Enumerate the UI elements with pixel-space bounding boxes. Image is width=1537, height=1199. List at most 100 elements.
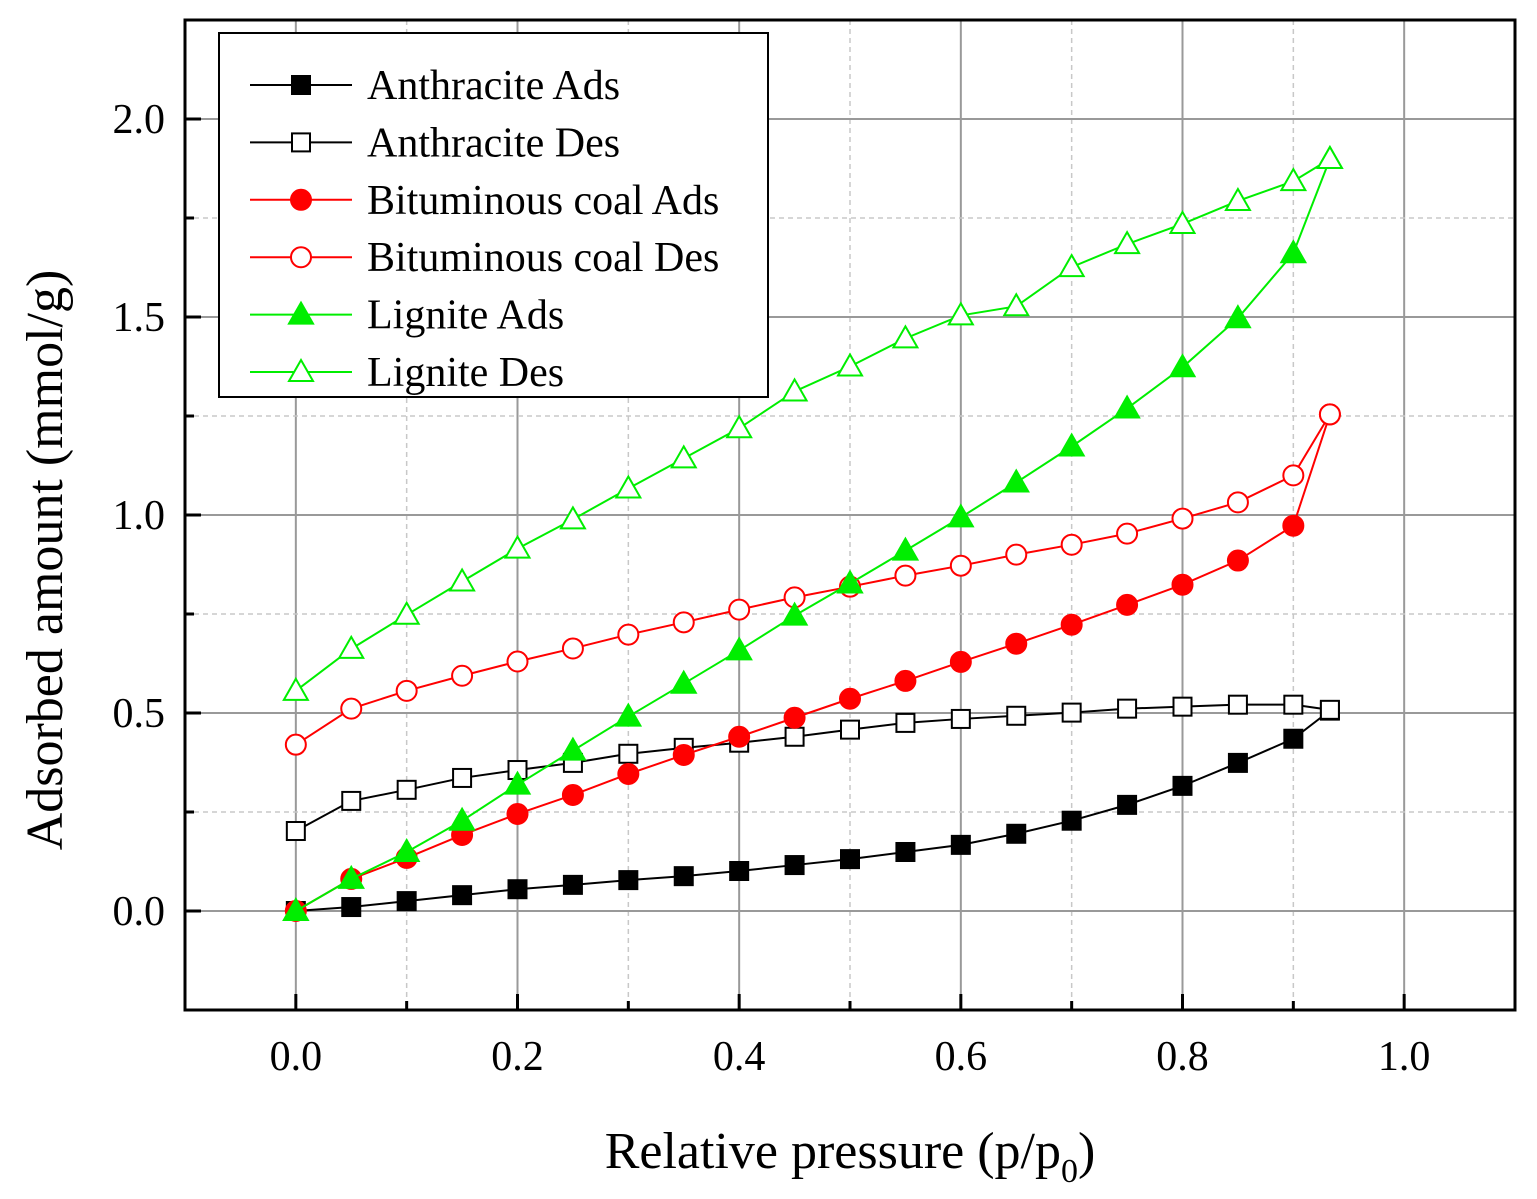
- data-point: [506, 650, 529, 673]
- data-point: [891, 324, 920, 349]
- data-point: [1116, 593, 1139, 616]
- data-point: [506, 802, 529, 825]
- data-point: [839, 687, 861, 710]
- data-point: [725, 636, 753, 661]
- axis-ticks: 0.0 0.2 0.4 0.6 0.8 1.0 0.0 0.5 1.0 1.5 2.0: [113, 97, 1431, 1080]
- data-point: [392, 837, 421, 862]
- data-point: [947, 503, 975, 528]
- data-point: [1117, 698, 1138, 719]
- legend-label: Anthracite Des: [367, 120, 620, 166]
- data-point: [1006, 823, 1027, 844]
- data-point: [780, 601, 809, 626]
- data-point: [1226, 491, 1249, 514]
- data-point: [614, 474, 643, 499]
- data-point: [1113, 394, 1141, 419]
- data-point: [1005, 632, 1028, 655]
- data-point: [780, 377, 809, 402]
- x-tick-label: 0.6: [935, 1034, 988, 1080]
- data-point: [337, 634, 365, 659]
- legend: Anthracite Ads Anthracite Des Bituminous c…: [218, 32, 769, 398]
- data-point: [452, 885, 473, 906]
- legend-marker: [290, 188, 312, 211]
- data-point: [396, 779, 417, 800]
- data-point: [282, 676, 310, 701]
- legend-marker: [291, 132, 311, 153]
- data-point: [1172, 696, 1193, 717]
- series-line: [295, 709, 1331, 912]
- data-point: [1057, 253, 1086, 278]
- data-point: [1060, 613, 1083, 636]
- data-point: [341, 897, 362, 918]
- legend-label: Lignite Des: [367, 350, 564, 396]
- data-point: [891, 536, 920, 561]
- data-point: [617, 623, 640, 646]
- data-point: [1171, 507, 1194, 530]
- data-point: [559, 505, 587, 530]
- data-point: [340, 697, 363, 720]
- series-lignite-des: [282, 144, 1344, 701]
- legend-label: Lignite Ads: [367, 293, 564, 339]
- data-point: [840, 849, 860, 870]
- data-point: [1319, 699, 1340, 720]
- data-point: [783, 706, 806, 729]
- data-point: [784, 726, 805, 747]
- legend-marker: [291, 75, 311, 95]
- data-point: [284, 733, 307, 756]
- x-tick-label: 0.4: [713, 1034, 766, 1080]
- data-point: [614, 702, 643, 727]
- data-point: [949, 650, 972, 673]
- series-anthracite-des: [285, 694, 1340, 842]
- data-point: [561, 783, 584, 806]
- y-axis-label: Adsorbed amount (mmol/g): [17, 270, 74, 851]
- data-point: [1061, 702, 1082, 723]
- data-point: [894, 669, 917, 692]
- data-point: [1283, 728, 1304, 749]
- legend-label: Bituminous coal Des: [367, 235, 719, 281]
- data-point: [673, 866, 694, 887]
- y-tick-label: 0.0: [113, 889, 166, 935]
- data-point: [503, 770, 532, 795]
- data-point: [396, 891, 417, 912]
- series-bituminous-coal-des: [284, 403, 1341, 756]
- data-point: [503, 534, 532, 559]
- data-point: [1279, 167, 1308, 192]
- data-point: [448, 567, 476, 592]
- data-point: [672, 743, 695, 766]
- data-point: [1002, 468, 1030, 493]
- data-point: [784, 855, 805, 876]
- data-point: [507, 879, 528, 900]
- data-point: [1224, 304, 1252, 329]
- data-point: [950, 708, 971, 729]
- x-tick-label: 0.8: [1156, 1034, 1209, 1080]
- legend-label: Anthracite Ads: [367, 63, 620, 109]
- data-point: [448, 806, 476, 831]
- data-point: [561, 637, 584, 660]
- x-tick-label: 0.0: [270, 1034, 323, 1080]
- x-axis-label: Relative pressure (p/p0): [605, 1123, 1096, 1190]
- data-point: [617, 762, 640, 785]
- data-point: [337, 864, 365, 889]
- legend-entry: Lignite Ads: [250, 293, 564, 339]
- data-point: [1168, 353, 1197, 378]
- data-point: [725, 414, 753, 439]
- data-point: [1227, 752, 1248, 773]
- data-point: [1060, 533, 1083, 556]
- data-point: [451, 664, 474, 687]
- legend-marker: [290, 246, 312, 269]
- legend-entry: Lignite Des: [250, 350, 564, 396]
- data-point: [840, 719, 860, 740]
- data-point: [670, 444, 698, 469]
- data-point: [1283, 694, 1304, 715]
- data-point: [618, 870, 639, 891]
- data-point: [836, 569, 864, 594]
- data-point: [1282, 514, 1305, 537]
- data-point: [452, 767, 473, 788]
- data-point: [1113, 230, 1141, 255]
- data-point: [282, 896, 310, 921]
- data-point: [1316, 144, 1344, 169]
- data-point: [670, 669, 698, 694]
- data-point: [895, 841, 916, 862]
- data-point: [285, 821, 306, 842]
- data-point: [1282, 464, 1305, 487]
- series-line: [295, 414, 1331, 912]
